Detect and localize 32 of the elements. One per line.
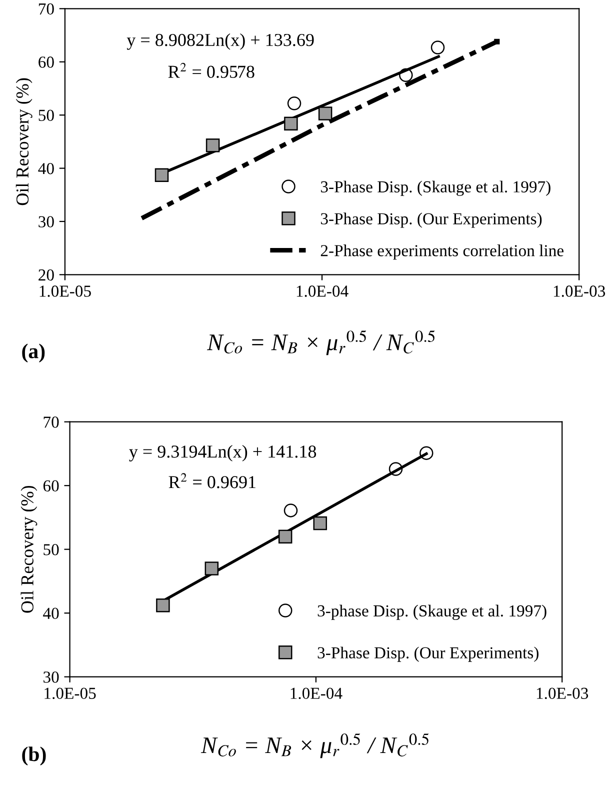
annotation: y = 9.3194Ln(x) + 141.18 xyxy=(129,445,316,462)
annotation: y = 8.9082Ln(x) + 133.69 xyxy=(126,33,314,50)
text: (b) xyxy=(22,746,46,766)
annotation: R$^{2}$ = 0.9578 xyxy=(168,62,254,78)
text: (a) xyxy=(22,344,45,363)
y-tick-label: 30 xyxy=(38,216,54,228)
x-tick-label: 1.0E-05 xyxy=(40,286,91,297)
y-tick-label: 20 xyxy=(38,269,54,281)
x-tick-label: 1.0E-03 xyxy=(554,286,606,297)
text: N$_{Co}$ = N$_{B}$ × μ$_{r}$$^{0.5}$ / N$_{C}$$^{0.5}$ xyxy=(206,330,435,356)
x-tick-label: 1.0E-05 xyxy=(44,688,96,700)
legend-label: 3-Phase Disp. (Skauge et al. 1997) xyxy=(320,180,550,196)
y-tick-label: 70 xyxy=(38,3,54,15)
y-tick-label: 70 xyxy=(44,416,59,428)
legend-label: 3-Phase Disp. (Our Experiments) xyxy=(318,646,538,662)
y-axis-title: Oil Recovery (%) xyxy=(16,78,32,206)
y-tick-label: 40 xyxy=(43,608,59,620)
y-tick-label: 60 xyxy=(43,480,59,492)
legend-label: 2-Phase experiments correlation line xyxy=(320,244,564,260)
legend-label: 3-phase Disp. (Skauge et al. 1997) xyxy=(318,604,546,620)
y-axis-title: Oil Recovery (%) xyxy=(20,486,38,613)
legend-label: 3-Phase Disp. (Our Experiments) xyxy=(320,212,542,228)
y-tick-label: 30 xyxy=(44,672,59,683)
y-tick-label: 40 xyxy=(38,162,54,174)
x-tick-label: 1.0E-03 xyxy=(536,688,588,700)
y-tick-label: 50 xyxy=(44,544,59,556)
x-tick-label: 1.0E-04 xyxy=(296,286,348,297)
annotation: R$^{2}$ = 0.9691 xyxy=(168,473,256,488)
y-tick-label: 60 xyxy=(38,56,54,68)
text: N$_{Co}$ = N$_{B}$ × μ$_{r}$$^{0.5}$ / N$_{C}$$^{0.5}$ xyxy=(200,733,429,758)
y-tick-label: 50 xyxy=(38,110,54,122)
x-tick-label: 1.0E-04 xyxy=(290,688,342,700)
